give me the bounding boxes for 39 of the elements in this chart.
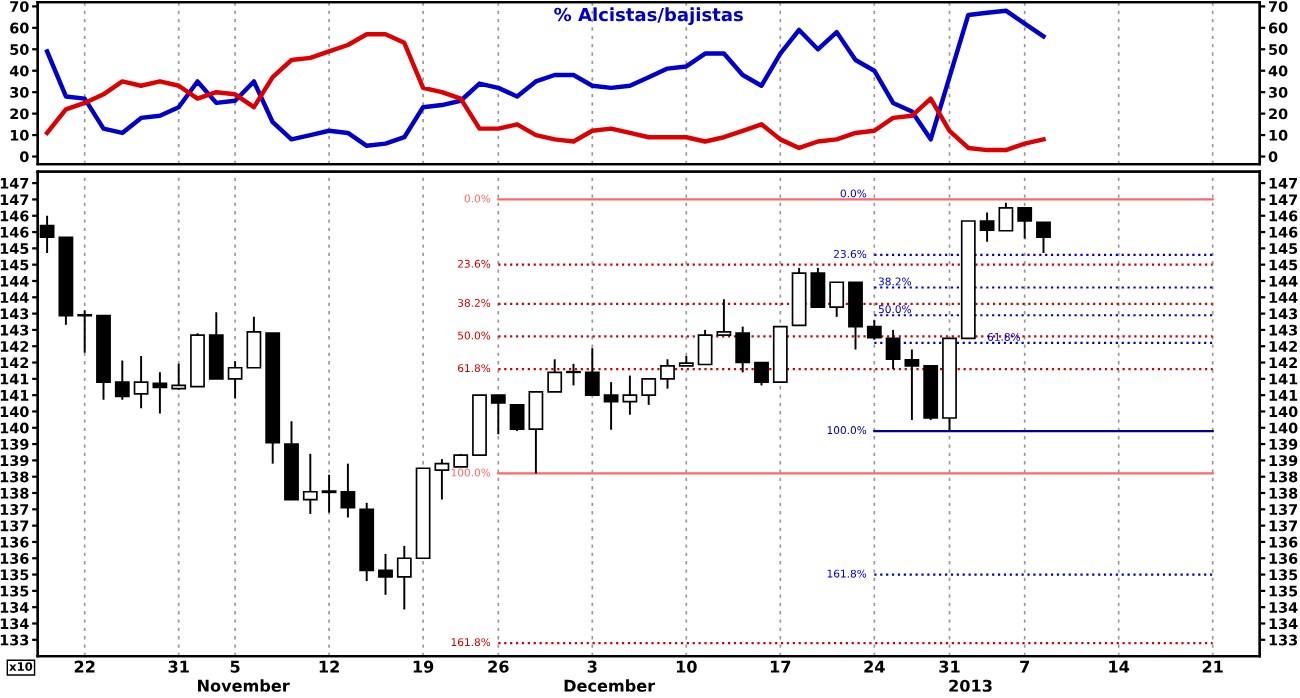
x-tick-label: 19	[413, 660, 434, 673]
candlestick	[396, 544, 412, 611]
x-tick-label: 31	[168, 660, 189, 673]
line-series	[44, 8, 1046, 149]
candlestick	[547, 358, 563, 393]
candlestick	[584, 347, 600, 397]
x-tick-label: 31	[939, 660, 960, 673]
candlestick	[114, 359, 130, 401]
candlestick	[660, 358, 675, 390]
candlestick	[641, 377, 657, 406]
x-tick-label: 5	[230, 660, 240, 673]
x-tick-label: 26	[488, 660, 509, 673]
x-tick-label: 3	[587, 660, 597, 673]
x-tick-label: 22	[74, 660, 95, 673]
candlestick	[302, 452, 318, 515]
x-tick-label: 24	[864, 660, 885, 673]
candlestick	[378, 553, 393, 596]
candlestick	[735, 325, 751, 374]
text: November	[198, 679, 290, 692]
candlestick	[1036, 221, 1051, 254]
x-tick-label: 21	[1202, 660, 1223, 673]
candlestick	[1017, 206, 1033, 240]
x-tick-label: 12	[319, 660, 339, 673]
candlestick	[848, 281, 863, 351]
candlestick	[566, 362, 581, 387]
x-tick-label: 7	[1020, 660, 1030, 673]
x-tick-label: 10	[676, 660, 697, 673]
candlestick	[829, 281, 845, 318]
x-tick-label: 17	[770, 660, 791, 673]
x-tick-label: 14	[1109, 660, 1130, 673]
text: December	[564, 679, 656, 692]
candlestick	[754, 361, 769, 387]
chart-title: % Alcistas/bajistas	[554, 7, 743, 25]
candlestick	[208, 311, 224, 380]
text: 2013	[949, 679, 992, 692]
candlestick	[77, 309, 93, 354]
candlestick	[490, 394, 506, 436]
candlestick	[866, 319, 882, 341]
line-series	[44, 32, 1046, 153]
